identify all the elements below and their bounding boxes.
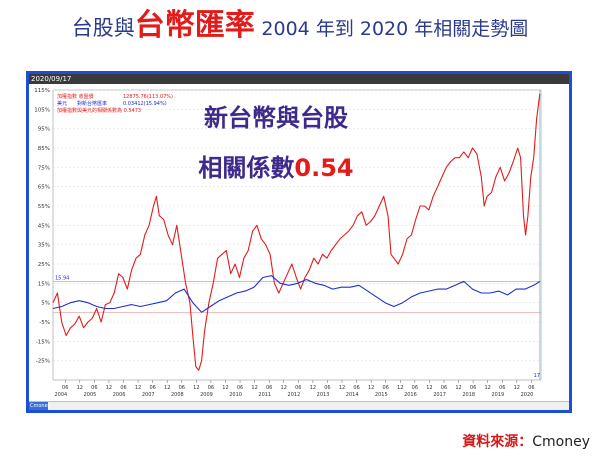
x-year-label: 2008 [171,392,184,398]
page-title: 台股與台幣匯率 2004 年到 2020 年相關走勢圖 [0,4,600,51]
x-tick-label: 12 [222,385,228,391]
source-label: 資料來源： [462,434,533,450]
x-tick-label: 06 [91,385,97,391]
x-tick-label: 06 [120,385,126,391]
x-tick-label: 06 [237,385,243,391]
y-tick-label: 5% [41,301,50,307]
x-tick-label: 06 [208,385,214,391]
source-credit: 資料來源：Cmoney [462,431,590,451]
y-tick-label: 15% [38,281,50,287]
x-year-label: 2012 [288,392,301,398]
y-tick-label: 25% [38,262,50,268]
y-tick-label: 35% [38,243,50,249]
correlation-coefficient: 0.54 [294,154,353,182]
last-value-label: 15.94 [55,276,69,282]
line-chart: 115% 105% 95% 85% 75% 65% 55% 45% 35% 25% 15% 5% -5%… [34,88,542,398]
x-year-label: 2019 [491,392,504,398]
plot-area [52,89,542,381]
x-tick-label: 06 [179,385,185,391]
y-tick-label: 115% [34,88,50,94]
x-year-label: 2004 [54,392,67,398]
title-part-3: 2004 年到 2020 年相關走勢圖 [261,18,529,40]
x-year-label: 2006 [113,392,126,398]
x-tick-label: 12 [310,385,316,391]
x-tick-label: 12 [106,385,112,391]
chart-footer-bar: Cmoney [29,401,569,410]
x-year-label: 2017 [433,392,446,398]
x-tick-label: 06 [441,385,447,391]
series-line [52,275,541,313]
x-tick-label: 12 [455,385,461,391]
x-tick-label: 12 [397,385,403,391]
y-tick-label: 95% [38,127,50,133]
x-tick-label: 06 [266,385,272,391]
x-tick-label: 12 [426,385,432,391]
x-year-label: 2013 [317,392,330,398]
y-tick-label: 65% [38,185,50,191]
x-tick-label: 06 [528,385,534,391]
y-tick-label: -25% [36,359,50,365]
legend-value: 12875.76(113.07%) [123,94,173,100]
x-tick-label: 06 [62,385,68,391]
y-tick-label: 105% [34,107,50,113]
x-tick-label: 06 [412,385,418,391]
x-tick-label: 12 [193,385,199,391]
x-year-label: 2011 [258,392,271,398]
x-tick-label: 06 [324,385,330,391]
legend-value: 0.03412(15.94%) [123,101,167,107]
legend-entry: 加權指數 收盤價 [57,93,94,100]
title-part-1: 台股與 [71,16,135,40]
y-tick-label: 85% [38,146,50,152]
x-year-label: 2007 [142,392,155,398]
x-tick-label: 12 [251,385,257,391]
x-tick-label: 12 [484,385,490,391]
x-tick-label: 06 [383,385,389,391]
x-year-label: 2009 [200,392,213,398]
x-tick-label: 12 [164,385,170,391]
x-year-label: 2016 [404,392,417,398]
x-tick-label: 12 [135,385,141,391]
y-tick-label: -15% [36,339,50,345]
current-day-label: 17 [534,373,540,379]
x-year-label: 2015 [375,392,388,398]
chart-frame: 2020/09/17 115% 105% 95% 85% 75% 65% 55% 45% 35%… [26,71,572,413]
x-tick-label: 06 [353,385,359,391]
x-tick-label: 12 [514,385,520,391]
x-tick-label: 12 [281,385,287,391]
x-year-label: 2020 [521,392,534,398]
annotation-line-1: 新台幣與台股 [204,104,348,132]
y-tick-label: 55% [38,204,50,210]
legend-entry: 美元 對新台幣匯率 [57,100,107,107]
x-tick-label: 06 [499,385,505,391]
y-tick-label: 75% [38,165,50,171]
source-value: Cmoney [532,434,590,450]
title-part-2: 台幣匯率 [134,8,255,43]
x-tick-label: 06 [295,385,301,391]
x-year-label: 2014 [346,392,359,398]
footer-logo: Cmoney [29,402,51,410]
x-year-label: 2005 [84,392,97,398]
legend-entry: 加權指數與美元的相關係數為 0.5473 [57,107,141,114]
x-tick-label: 12 [339,385,345,391]
chart-date-bar: 2020/09/17 [29,74,569,84]
x-tick-label: 12 [77,385,83,391]
annotation-prefix: 相關係數 [198,154,294,182]
x-tick-label: 06 [470,385,476,391]
y-tick-label: -5% [39,320,50,326]
series-line [52,93,541,371]
annotation-line-2: 相關係數0.54 [198,154,353,182]
x-tick-label: 12 [368,385,374,391]
y-tick-label: 45% [38,223,50,229]
x-year-label: 2010 [229,392,242,398]
x-year-label: 2018 [462,392,475,398]
x-tick-label: 06 [149,385,155,391]
